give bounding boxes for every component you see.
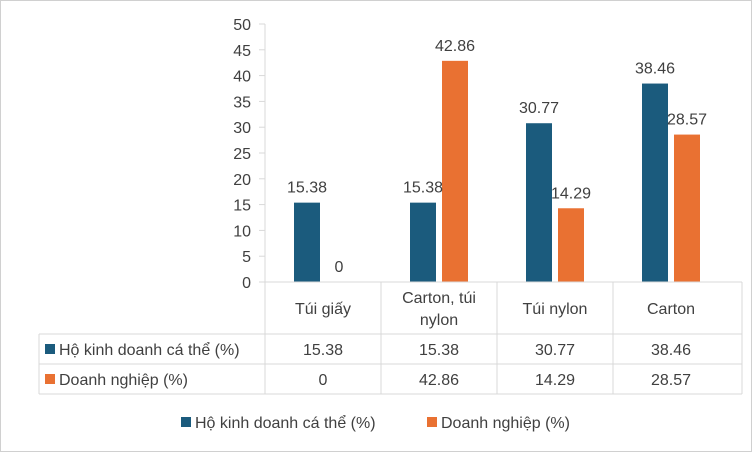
table-row-label: Doanh nghiệp (%) (59, 372, 188, 389)
y-tick-label: 35 (233, 94, 251, 111)
y-tick-label: 40 (233, 69, 251, 86)
bar-series2-cat3[interactable] (558, 208, 584, 282)
data-label-series2-cat2: 42.86 (435, 38, 475, 55)
category-label: Túi nylon (523, 301, 588, 318)
bar-series1-cat1[interactable] (294, 202, 320, 282)
data-label-series2-cat1: 0 (335, 259, 344, 276)
y-tick-label: 0 (242, 275, 251, 292)
data-label-series1-cat4: 38.46 (635, 61, 675, 78)
table-cell: 30.77 (535, 342, 575, 359)
data-label-series1-cat2: 15.38 (403, 180, 443, 197)
y-tick-label: 25 (233, 146, 251, 163)
data-label-series2-cat3: 14.29 (551, 185, 591, 202)
table-cell: 38.46 (651, 342, 691, 359)
table-row-label: Hộ kinh doanh cá thể (%) (59, 341, 240, 359)
y-tick-label: 15 (233, 198, 251, 215)
y-tick-label: 10 (233, 223, 251, 240)
table-legend-key-series1 (45, 344, 55, 354)
data-label-series1-cat1: 15.38 (287, 180, 327, 197)
table-cell: 0 (319, 372, 328, 389)
category-label: Túi giấy (295, 301, 351, 318)
legend-label-series2: Doanh nghiệp (%) (441, 415, 570, 432)
bar-series1-cat4[interactable] (642, 83, 668, 282)
table-cell: 15.38 (419, 342, 459, 359)
table-cell: 42.86 (419, 372, 459, 389)
bar-series2-cat2[interactable] (442, 60, 468, 282)
category-label: Carton (647, 301, 695, 318)
table-cell: 14.29 (535, 372, 575, 389)
category-label: nylon (420, 312, 458, 329)
legend-swatch-series2 (427, 417, 437, 427)
y-tick-label: 20 (233, 172, 251, 189)
legend-swatch-series1 (181, 417, 191, 427)
y-tick-label: 45 (233, 43, 251, 60)
table-cell: 28.57 (651, 372, 691, 389)
bar-series1-cat2[interactable] (410, 202, 436, 282)
category-label: Carton, túi (402, 290, 476, 307)
bar-series1-cat3[interactable] (526, 123, 552, 282)
y-tick-label: 5 (242, 249, 251, 266)
data-label-series1-cat3: 30.77 (519, 100, 559, 117)
table-legend-key-series2 (45, 374, 55, 384)
bar-series2-cat4[interactable] (674, 134, 700, 282)
data-label-series2-cat4: 28.57 (667, 112, 707, 129)
table-cell: 15.38 (303, 342, 343, 359)
y-tick-label: 50 (233, 17, 251, 34)
y-tick-label: 30 (233, 120, 251, 137)
legend-label-series1: Hộ kinh doanh cá thể (%) (195, 414, 376, 432)
